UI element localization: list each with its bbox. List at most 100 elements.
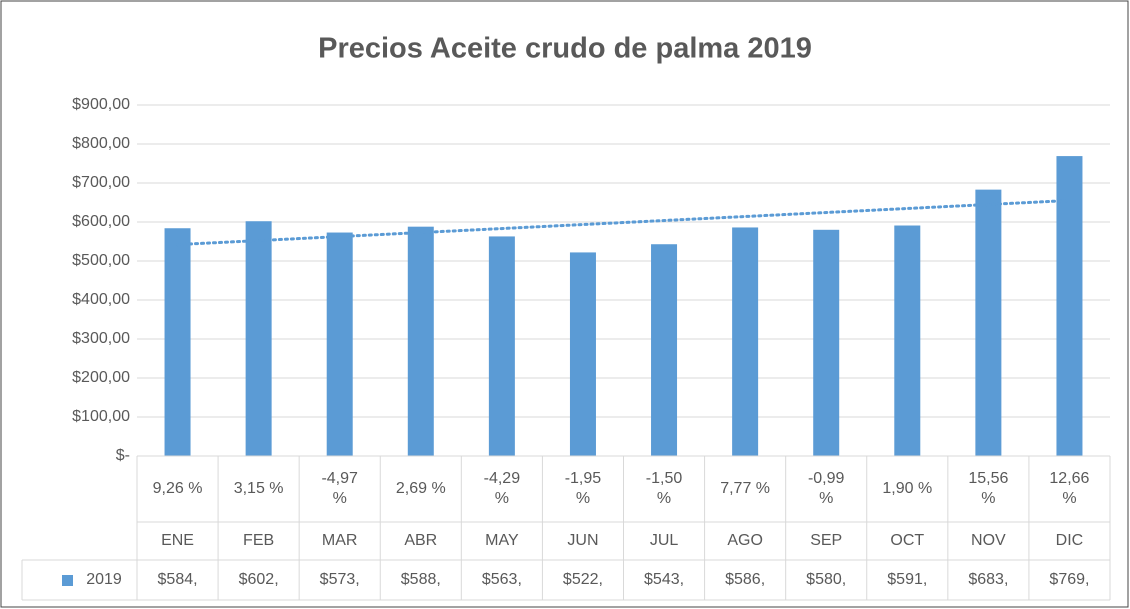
value-label-text: $591, — [887, 571, 928, 588]
y-tick-label: $500,00 — [72, 252, 130, 269]
category-note-text: -0,99 % — [807, 470, 845, 507]
category-note: -4,29 % — [461, 456, 542, 522]
category-note: 15,56 % — [948, 456, 1029, 522]
category-note: 12,66 % — [1029, 456, 1110, 522]
bar — [813, 229, 840, 456]
value-label: $683, — [948, 560, 1029, 600]
category-note: -4,97 % — [299, 456, 380, 522]
y-tick-label: $300,00 — [72, 330, 130, 347]
legend-swatch — [62, 575, 73, 586]
chart-title: Precios Aceite crudo de palma 2019 — [318, 33, 812, 65]
x-tick-label: MAR — [299, 522, 380, 560]
value-label: $588, — [380, 560, 461, 600]
x-tick-label-text: OCT — [890, 532, 925, 549]
category-note-text: 3,15 % — [233, 480, 284, 497]
y-tick-label: $200,00 — [72, 369, 130, 386]
value-label: $522, — [542, 560, 623, 600]
y-tick-label: $- — [116, 447, 130, 464]
x-tick-label: OCT — [867, 522, 948, 560]
trend-line — [176, 198, 1071, 247]
x-tick-label-text: ABR — [404, 532, 438, 549]
x-tick-label-text: ENE — [161, 532, 194, 549]
category-note-text: 15,56 % — [968, 470, 1009, 507]
value-label-text: $573, — [319, 571, 360, 588]
x-tick-label: ABR — [380, 522, 461, 560]
bar — [1056, 156, 1083, 456]
value-label-text: $584, — [157, 571, 198, 588]
value-label: $573, — [299, 560, 380, 600]
y-tick-label: $700,00 — [72, 174, 130, 191]
x-tick-label-text: SEP — [810, 532, 843, 549]
legend-label: 2019 — [76, 560, 132, 600]
bar — [407, 226, 434, 456]
category-note-text: 2,69 % — [395, 480, 446, 497]
category-note: 7,77 % — [705, 456, 786, 522]
category-note: -1,50 % — [624, 456, 705, 522]
bar — [732, 227, 759, 456]
bar — [245, 221, 272, 456]
value-label-text: $563, — [481, 571, 522, 588]
y-tick-label: $800,00 — [72, 135, 130, 152]
x-tick-label: FEB — [218, 522, 299, 560]
x-tick-label: AGO — [705, 522, 786, 560]
value-label-text: $543, — [644, 571, 685, 588]
x-tick-label: MAY — [461, 522, 542, 560]
category-note-text: 7,77 % — [720, 480, 771, 497]
value-label-text: $580, — [806, 571, 847, 588]
value-label: $563, — [461, 560, 542, 600]
bar — [975, 189, 1002, 456]
x-tick-label-text: MAR — [321, 532, 358, 549]
category-note: 9,26 % — [137, 456, 218, 522]
x-tick-label: SEP — [786, 522, 867, 560]
x-tick-label-text: JUL — [649, 532, 679, 549]
bar — [569, 252, 596, 456]
category-note-text: -4,29 % — [483, 470, 521, 507]
x-tick-label: NOV — [948, 522, 1029, 560]
value-label-text: $586, — [725, 571, 766, 588]
y-tick-label: $400,00 — [72, 291, 130, 308]
x-tick-label-text: MAY — [485, 532, 519, 549]
category-note-text: -1,50 % — [645, 470, 683, 507]
category-note-text: -1,95 % — [564, 470, 602, 507]
value-label: $769, — [1029, 560, 1110, 600]
bar — [651, 244, 678, 456]
category-note: -1,95 % — [542, 456, 623, 522]
category-note-text: 9,26 % — [152, 480, 203, 497]
x-tick-label: DIC — [1029, 522, 1110, 560]
value-label: $543, — [624, 560, 705, 600]
category-note: 2,69 % — [380, 456, 461, 522]
value-label-text: $683, — [968, 571, 1009, 588]
x-tick-label-text: DIC — [1055, 532, 1084, 549]
category-note: 1,90 % — [867, 456, 948, 522]
value-label-text: $588, — [400, 571, 441, 588]
value-label: $580, — [786, 560, 867, 600]
category-note-text: 1,90 % — [882, 480, 933, 497]
x-tick-label: JUL — [624, 522, 705, 560]
y-tick-label: $100,00 — [72, 408, 130, 425]
x-tick-label-text: AGO — [727, 532, 763, 549]
bar — [326, 232, 353, 456]
bar — [488, 236, 515, 456]
category-note: -0,99 % — [786, 456, 867, 522]
legend-label-text: 2019 — [86, 571, 122, 588]
bar — [894, 225, 921, 456]
category-note-text: -4,97 % — [321, 470, 358, 507]
x-tick-label: JUN — [542, 522, 623, 560]
category-note: 3,15 % — [218, 456, 299, 522]
category-note-text: 12,66 % — [1049, 470, 1090, 507]
value-label: $586, — [705, 560, 786, 600]
y-tick-label: $600,00 — [72, 213, 130, 230]
value-label: $591, — [867, 560, 948, 600]
x-tick-label: ENE — [137, 522, 218, 560]
value-label-text: $602, — [238, 571, 279, 588]
value-label: $584, — [137, 560, 218, 600]
bar — [164, 228, 191, 456]
value-label-text: $522, — [562, 571, 603, 588]
x-tick-label-text: NOV — [971, 532, 1006, 549]
y-tick-label: $900,00 — [72, 96, 130, 113]
x-tick-label-text: FEB — [243, 532, 275, 549]
x-tick-label-text: JUN — [567, 532, 599, 549]
value-label: $602, — [218, 560, 299, 600]
